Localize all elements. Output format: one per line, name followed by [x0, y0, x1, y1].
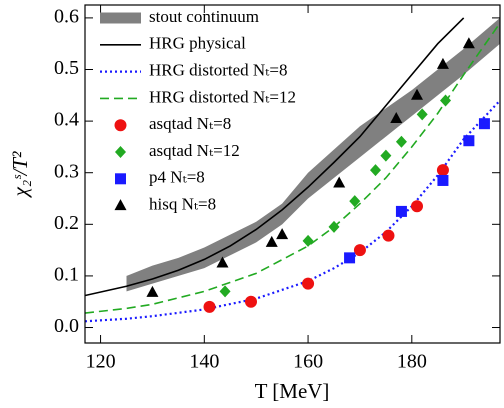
- point: [203, 300, 216, 313]
- y-axis-label: χ₂ˢ/T²: [8, 151, 32, 198]
- point: [114, 199, 127, 211]
- point: [463, 135, 475, 147]
- band: [126, 17, 500, 292]
- point: [395, 135, 407, 148]
- legend-label: HRG physical: [149, 34, 246, 53]
- plot-area: [85, 5, 500, 343]
- point: [390, 112, 403, 124]
- legend-label: HRG distorted Nₜ=8: [149, 61, 287, 80]
- point: [333, 176, 346, 188]
- point: [370, 164, 381, 177]
- point: [276, 228, 289, 240]
- point: [478, 118, 490, 130]
- point: [416, 108, 428, 121]
- frame: [84, 4, 501, 344]
- point: [245, 295, 257, 308]
- point: [328, 220, 340, 233]
- x-tick-label: 140: [189, 351, 219, 373]
- point: [115, 146, 126, 158]
- point: [395, 205, 407, 217]
- point: [462, 37, 475, 49]
- point: [437, 174, 449, 186]
- x-axis-label: T [MeV]: [255, 379, 330, 403]
- legend-label: HRG distorted Nₜ=12: [149, 87, 296, 106]
- point: [302, 277, 315, 290]
- point: [382, 229, 395, 242]
- x-tick-label: 160: [293, 351, 323, 373]
- legend-label: asqtad Nₜ=12: [149, 141, 240, 160]
- y-tick-label: 0.0: [54, 315, 79, 337]
- point: [344, 252, 356, 264]
- line: [85, 17, 465, 297]
- point: [411, 200, 423, 213]
- point: [411, 88, 423, 100]
- point: [216, 256, 229, 268]
- point: [353, 244, 366, 257]
- legend-label: stout continuum: [149, 7, 259, 26]
- x-tick-label: 120: [86, 351, 116, 373]
- plot-layer: [85, 17, 500, 323]
- y-tick-label: 0.4: [54, 109, 79, 131]
- y-tick-label: 0.5: [54, 57, 79, 79]
- point: [440, 94, 452, 107]
- point: [436, 164, 449, 177]
- x-tick-label: 180: [397, 351, 427, 373]
- point: [114, 119, 127, 132]
- legend-label: asqtad Nₜ=8: [149, 114, 231, 133]
- line: [85, 99, 500, 323]
- y-tick-label: 0.6: [54, 5, 79, 27]
- point: [302, 234, 314, 247]
- legend-label: p4 Nₜ=8: [149, 168, 205, 187]
- point: [380, 149, 392, 162]
- point: [146, 285, 159, 297]
- point: [265, 235, 278, 247]
- legend-label: hisq Nₜ=8: [149, 195, 216, 214]
- point: [115, 173, 126, 185]
- point: [349, 195, 361, 208]
- y-tick-label: 0.1: [54, 264, 79, 286]
- y-tick-label: 0.2: [54, 212, 79, 234]
- point: [219, 285, 231, 298]
- y-tick-label: 0.3: [54, 160, 79, 182]
- point: [436, 57, 449, 69]
